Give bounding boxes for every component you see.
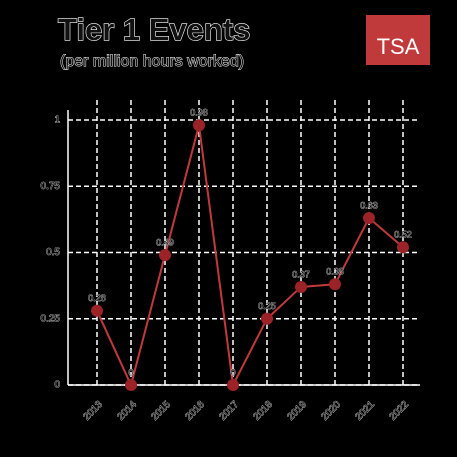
x-tick-label: 2017 bbox=[217, 399, 241, 423]
y-tick-label: 0 bbox=[54, 380, 60, 391]
x-tick-label: 2022 bbox=[387, 399, 411, 423]
marker bbox=[159, 249, 171, 262]
value-label: 0.52 bbox=[394, 230, 412, 240]
marker bbox=[227, 379, 239, 391]
marker bbox=[329, 278, 341, 291]
marker bbox=[193, 119, 205, 132]
logo-box bbox=[366, 15, 430, 65]
x-tick-label: 2019 bbox=[285, 399, 309, 423]
y-tick-label: 0.5 bbox=[46, 247, 60, 258]
value-label: 0 bbox=[230, 367, 235, 377]
marker bbox=[397, 241, 409, 254]
y-tick-label: 0.25 bbox=[41, 313, 61, 324]
chart-subtitle: (per million hours worked) bbox=[60, 53, 244, 70]
x-tick-label: 2018 bbox=[251, 399, 275, 423]
marker bbox=[125, 379, 137, 391]
x-tick-label: 2015 bbox=[149, 399, 173, 423]
x-tick-label: 2020 bbox=[319, 399, 343, 423]
marker bbox=[91, 304, 103, 317]
y-tick-label: 0.75 bbox=[41, 181, 61, 192]
value-label: 0.25 bbox=[258, 301, 276, 311]
marker bbox=[295, 280, 307, 293]
chart-title: Tier 1 Events bbox=[58, 12, 250, 47]
x-tick-label: 2021 bbox=[353, 399, 377, 423]
marker bbox=[261, 312, 273, 325]
x-tick-label: 2014 bbox=[115, 399, 139, 423]
y-tick-label: 1 bbox=[54, 115, 60, 126]
x-tick-label: 2016 bbox=[183, 399, 207, 423]
x-tick-label: 2013 bbox=[81, 399, 105, 423]
value-label: 0.49 bbox=[156, 238, 174, 248]
logo-text: TSA bbox=[377, 34, 420, 59]
value-label: 0.28 bbox=[88, 293, 106, 303]
line bbox=[96, 125, 404, 389]
value-label: 0.38 bbox=[326, 267, 344, 277]
value-label: 0.98 bbox=[190, 108, 208, 118]
value-label: 0.63 bbox=[360, 200, 378, 210]
value-label: 0.37 bbox=[292, 269, 310, 279]
marker bbox=[363, 212, 375, 225]
value-label: 0 bbox=[128, 367, 133, 377]
